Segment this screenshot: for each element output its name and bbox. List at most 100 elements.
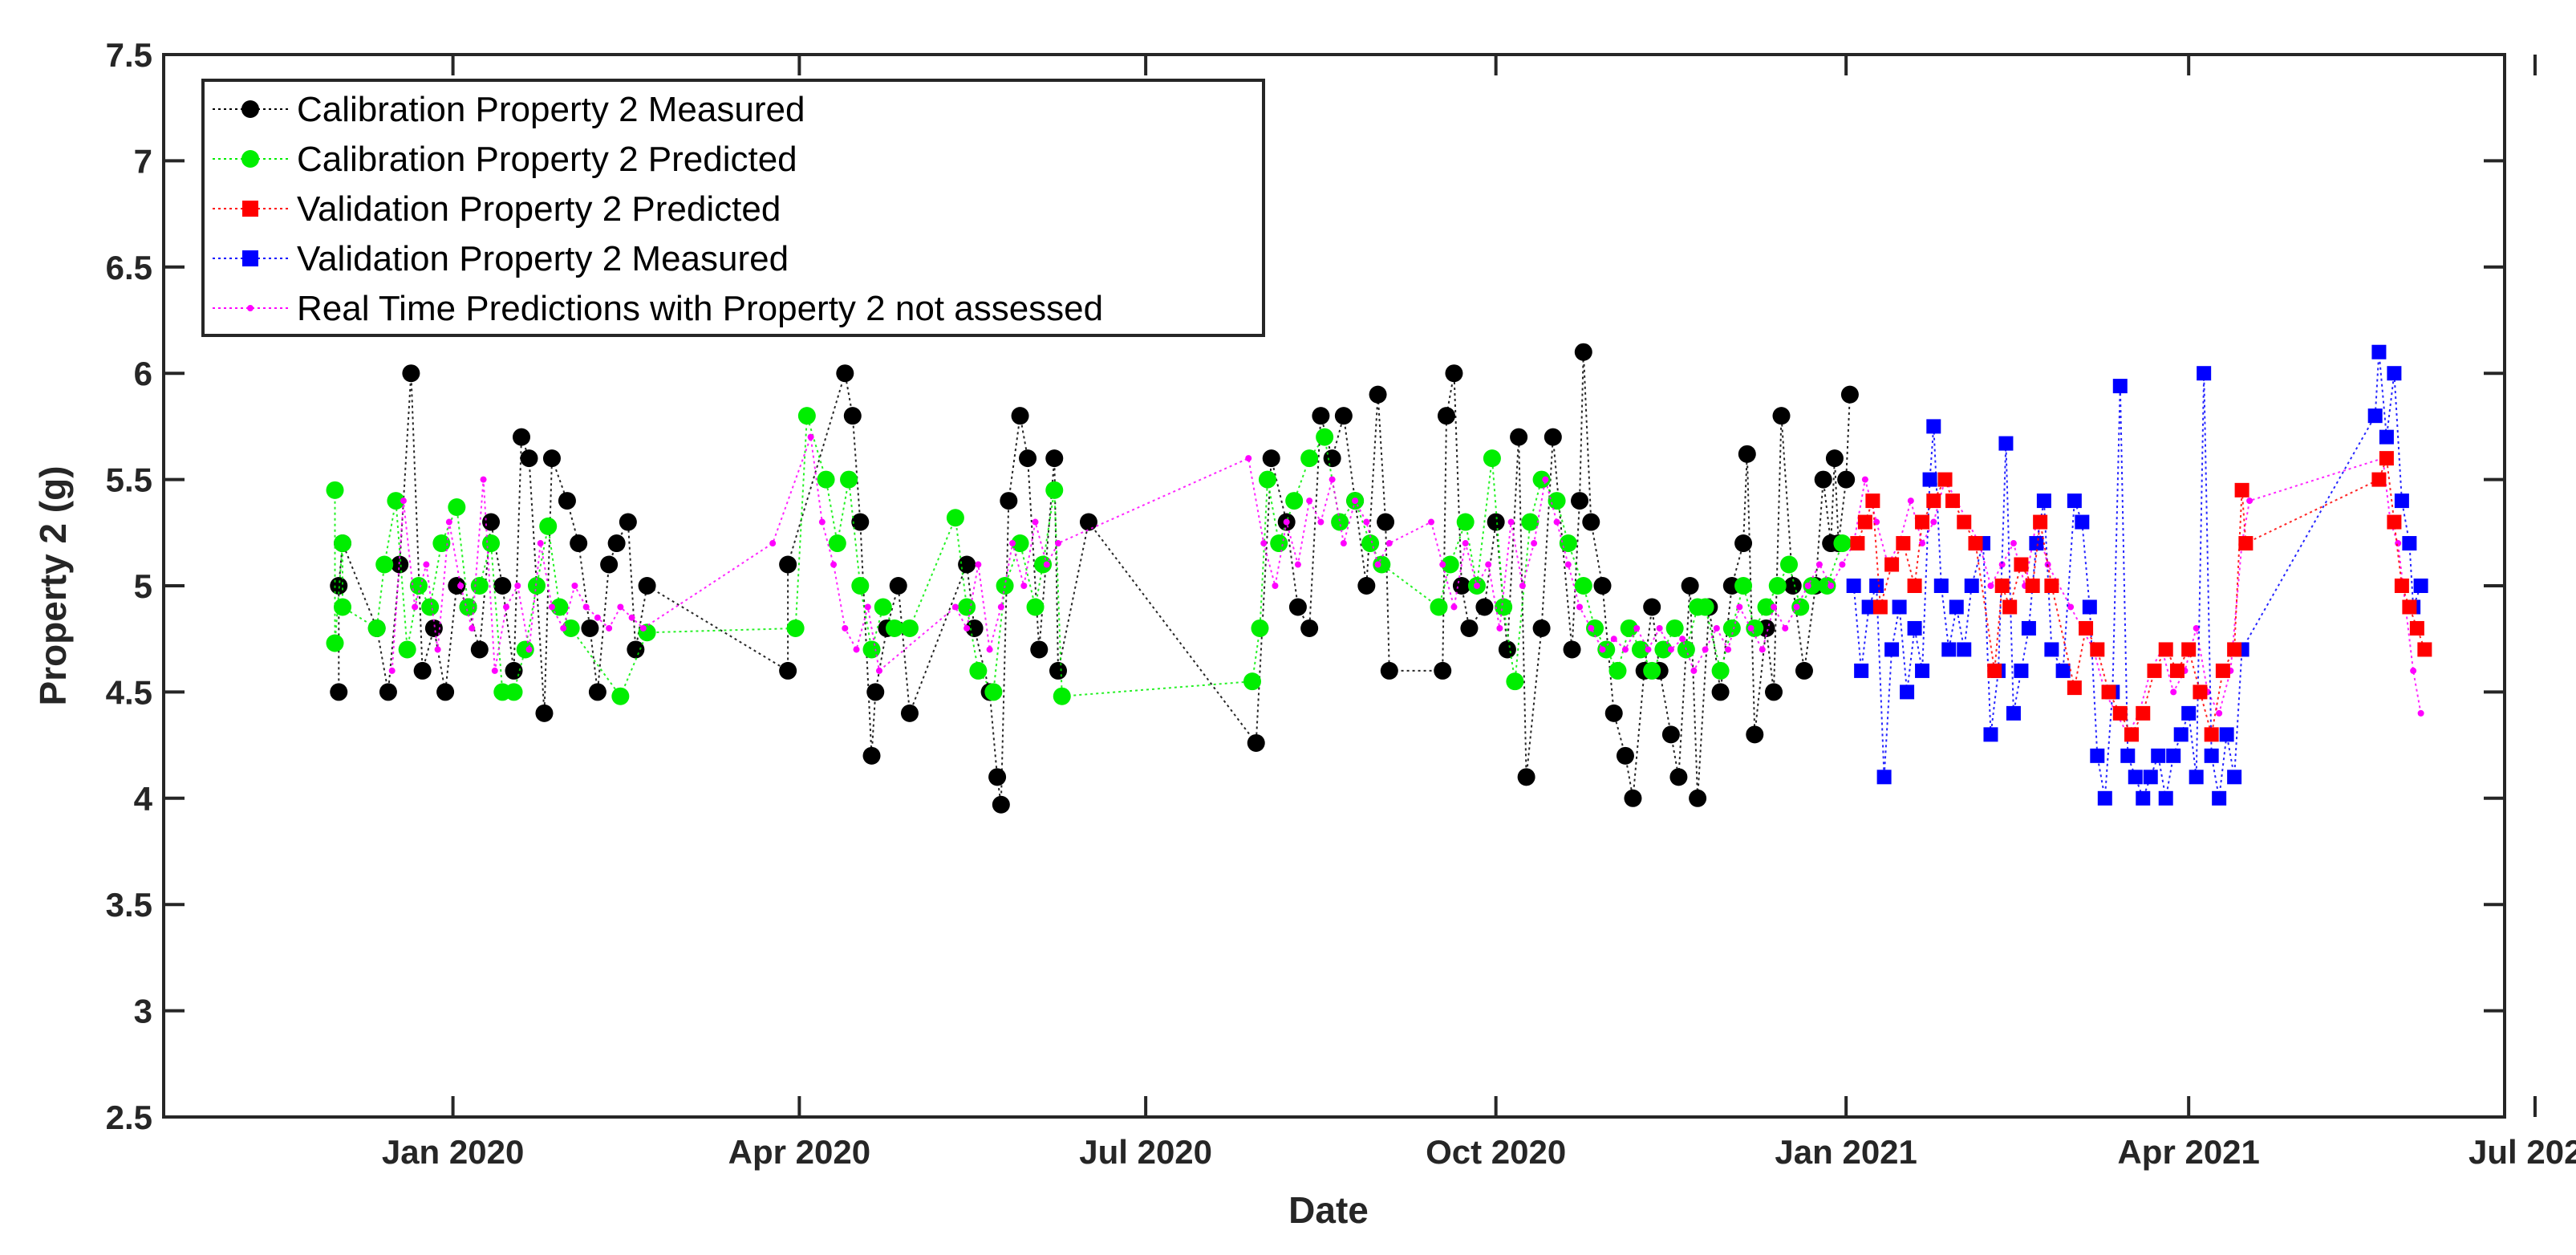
data-point: [1460, 619, 1479, 637]
data-point: [1262, 449, 1280, 468]
data-point: [1483, 449, 1501, 468]
data-point: [1994, 579, 2010, 593]
data-point: [570, 534, 588, 553]
data-point: [2090, 748, 2105, 763]
data-point: [2246, 498, 2253, 505]
y-tick-label: 2.5: [106, 1099, 152, 1136]
data-point: [818, 518, 826, 526]
data-point: [1983, 727, 1998, 742]
data-point: [581, 619, 599, 637]
data-point: [1588, 624, 1595, 632]
data-point: [1270, 534, 1288, 553]
data-point: [1669, 768, 1688, 786]
data-point: [388, 667, 396, 674]
data-point: [853, 646, 860, 653]
data-point: [1933, 579, 1949, 593]
data-point: [1045, 481, 1064, 499]
data-point: [611, 687, 630, 705]
data-point: [627, 640, 645, 659]
data-point: [963, 624, 971, 632]
data-point: [1300, 449, 1319, 468]
data-point: [1722, 619, 1741, 637]
data-point: [1793, 603, 1800, 611]
data-point: [606, 624, 613, 632]
data-point: [1427, 518, 1434, 526]
data-point: [1725, 646, 1732, 653]
data-point: [1661, 725, 1680, 744]
data-point: [2371, 472, 2387, 487]
data-point: [2036, 493, 2051, 509]
data-point: [1495, 598, 1513, 616]
data-point: [1987, 663, 2002, 678]
data-point: [1937, 472, 1953, 487]
data-point: [2215, 663, 2230, 678]
data-point: [2158, 790, 2173, 806]
legend-entry-realtime: Real Time Predictions with Property 2 no…: [213, 289, 1103, 328]
data-point: [786, 619, 805, 637]
series-layer: [326, 343, 2432, 814]
data-point: [1604, 704, 1623, 722]
data-point: [889, 577, 907, 595]
data-point: [862, 746, 881, 765]
data-point: [434, 646, 441, 653]
data-point: [1300, 619, 1319, 637]
x-tick-label: Apr 2021: [2117, 1133, 2259, 1171]
data-point: [2173, 727, 2189, 742]
data-point: [2120, 748, 2136, 763]
data-point: [1441, 555, 1459, 574]
data-point: [958, 555, 976, 574]
data-point: [480, 476, 487, 483]
data-point: [469, 624, 476, 632]
data-point: [1532, 619, 1551, 637]
data-point: [470, 640, 489, 659]
data-point: [375, 555, 394, 574]
legend-entry-cal-measured: Calibration Property 2 Measured: [213, 90, 805, 129]
data-point: [542, 449, 561, 468]
series-line: [1852, 351, 2422, 801]
data-point: [1711, 683, 1730, 701]
data-point: [1586, 619, 1604, 637]
data-point: [2136, 705, 2151, 721]
data-point: [537, 540, 544, 547]
data-point: [2067, 680, 2082, 696]
data-point: [2212, 790, 2227, 806]
data-point: [2216, 709, 2223, 717]
data-point: [1519, 583, 1526, 589]
data-point: [1251, 619, 1269, 637]
data-point: [1892, 599, 1907, 615]
data-point: [638, 577, 656, 595]
data-point: [571, 583, 578, 589]
data-point: [607, 534, 626, 553]
data-point: [1922, 472, 1937, 487]
data-point: [1949, 599, 1964, 615]
data-point: [1884, 557, 1900, 572]
data-point: [1757, 598, 1775, 616]
data-point: [2395, 540, 2402, 547]
data-point: [1861, 476, 1868, 483]
data-point: [1759, 646, 1766, 653]
data-point: [1000, 492, 1018, 510]
data-point: [1507, 518, 1515, 526]
data-point: [1957, 514, 1972, 530]
data-point: [2417, 709, 2424, 717]
data-point: [1544, 428, 1562, 446]
data-point: [330, 683, 348, 701]
data-point: [997, 603, 1004, 611]
legend-label: Calibration Property 2 Predicted: [297, 140, 797, 179]
data-point: [1272, 583, 1279, 589]
data-point: [2025, 579, 2040, 593]
data-point: [1510, 428, 1528, 446]
data-point: [958, 598, 976, 616]
data-point: [1919, 540, 1926, 547]
data-point: [1316, 428, 1334, 446]
data-point: [1610, 636, 1617, 643]
data-point: [1861, 599, 1876, 615]
data-point: [988, 768, 1007, 786]
data-point: [2204, 727, 2219, 742]
data-point: [2402, 599, 2417, 615]
data-point: [807, 433, 814, 441]
data-point: [1926, 419, 1941, 434]
data-point: [836, 364, 854, 383]
data-point: [1247, 733, 1265, 752]
